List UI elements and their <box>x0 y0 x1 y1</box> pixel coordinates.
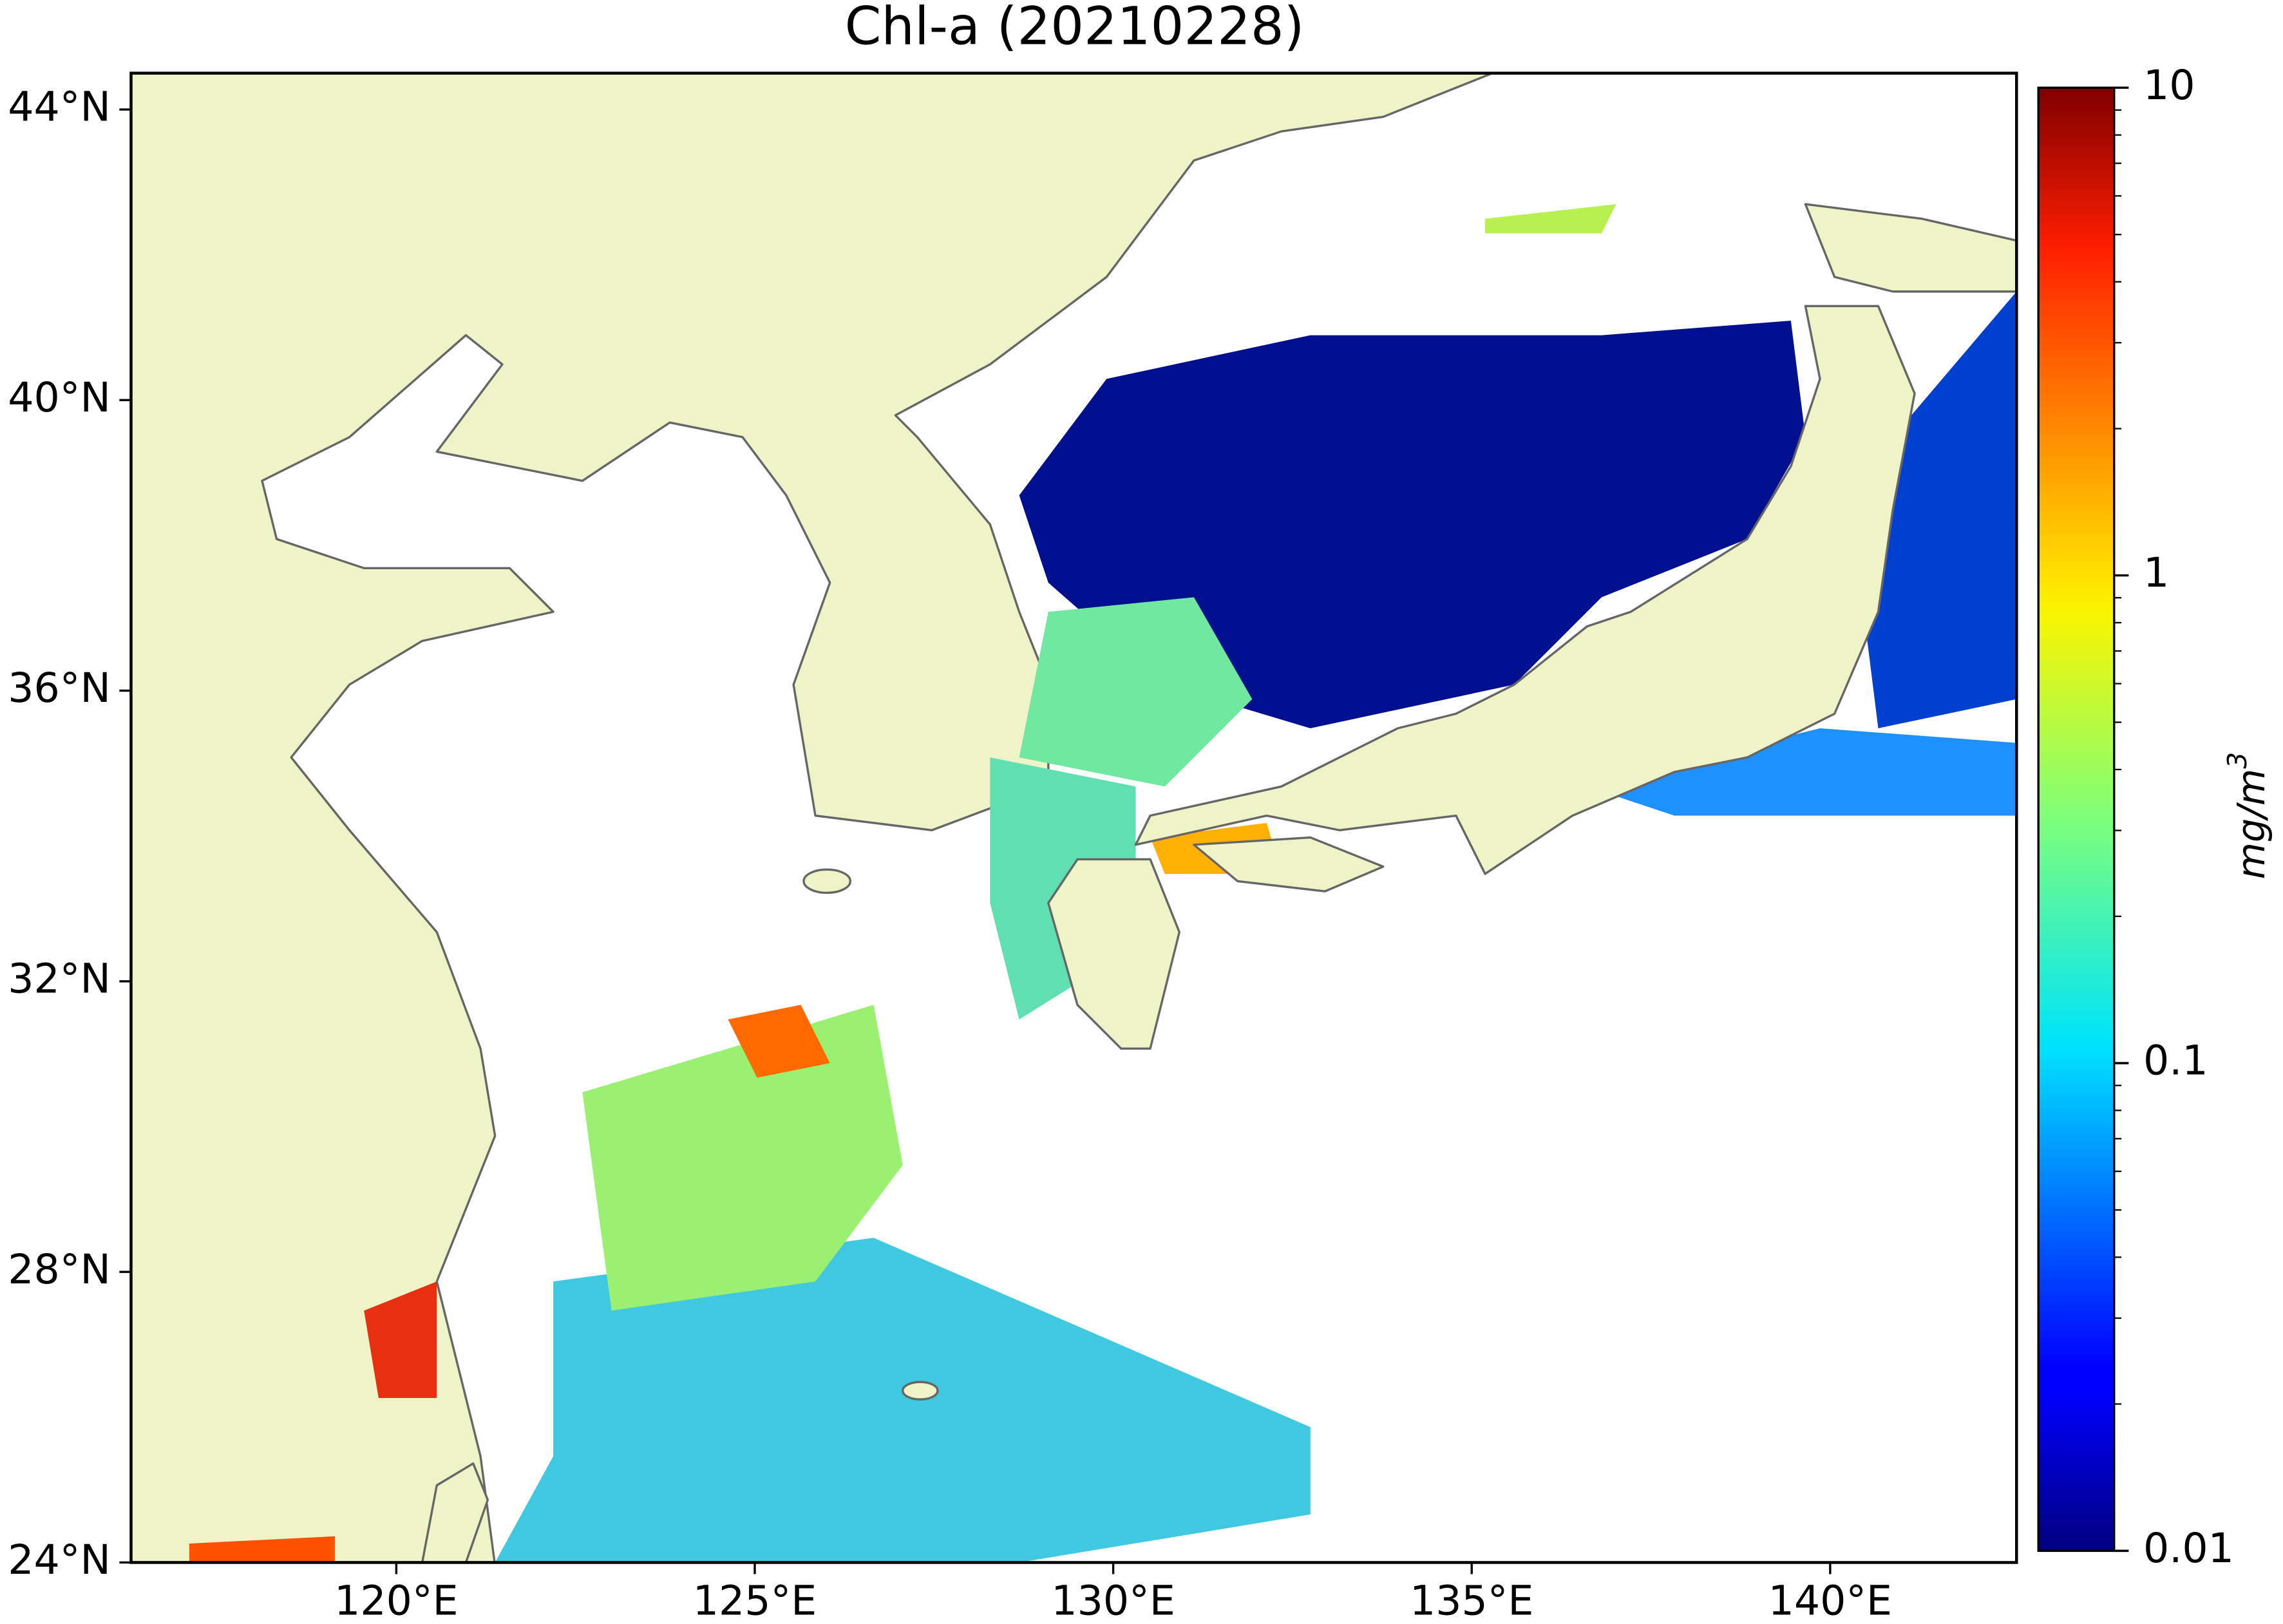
colorbar-label-text: mg/m <box>2229 769 2273 880</box>
x-tick-label: 125°E <box>693 1576 817 1624</box>
y-tick-label: 40°N <box>8 373 111 421</box>
colorbar-label-superscript: 3 <box>2222 752 2253 769</box>
colorbar-tick-label: 1 <box>2143 549 2169 596</box>
chlorophyll-field <box>189 204 2017 1563</box>
y-tick-label: 44°N <box>8 83 111 131</box>
y-tick-label: 32°N <box>8 954 111 1002</box>
colorbar-tick-label: 0.1 <box>2143 1037 2208 1084</box>
y-tick-label: 24°N <box>8 1536 111 1583</box>
islands <box>421 203 2017 1563</box>
y-tick-label: 28°N <box>8 1245 111 1293</box>
x-tick-label: 140°E <box>1768 1576 1892 1624</box>
chart-title: Chl-a (20210228) <box>845 0 1305 57</box>
y-tick-label: 36°N <box>8 664 111 712</box>
colorbar-tick-label: 0.01 <box>2143 1524 2234 1572</box>
x-tick-label: 130°E <box>1051 1576 1175 1624</box>
x-tick-label: 135°E <box>1410 1576 1533 1624</box>
colorbar-label: mg/m3 <box>2222 752 2273 879</box>
x-tick-label: 120°E <box>334 1576 458 1624</box>
colorbar-tick-label: 10 <box>2143 61 2195 109</box>
colorbar <box>2037 86 2116 1553</box>
map-area <box>131 73 2017 1563</box>
map-frame <box>129 71 2018 1564</box>
